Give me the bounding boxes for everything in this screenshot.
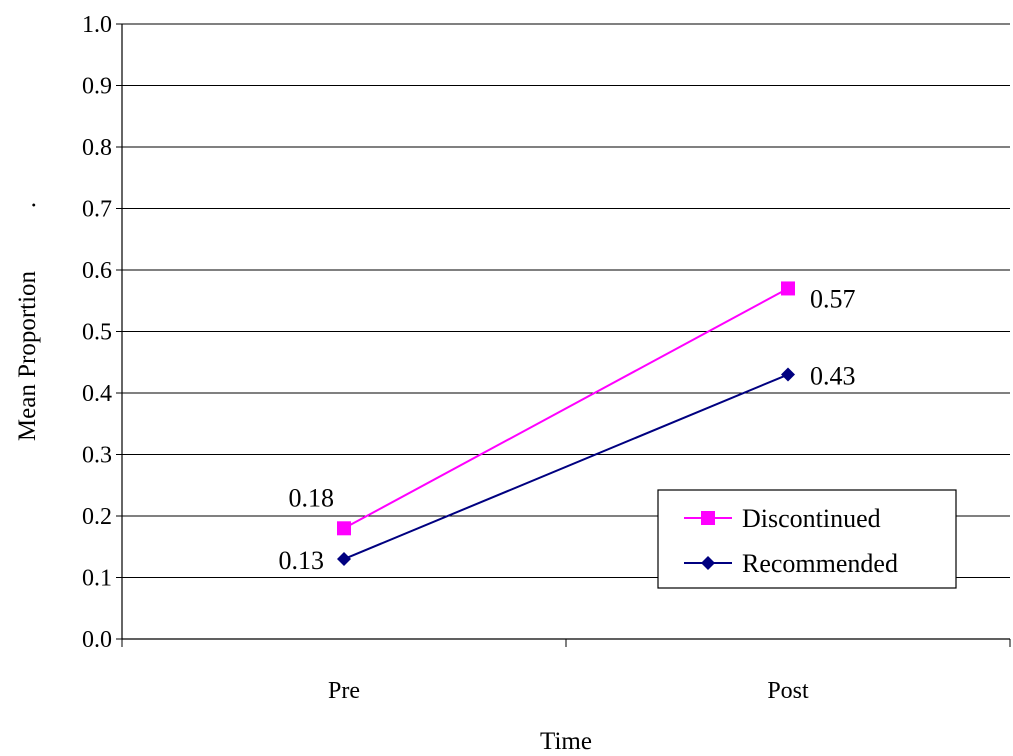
data-label: 0.43 (810, 362, 856, 391)
data-label: 0.18 (289, 483, 335, 512)
y-tick-label: 0.3 (82, 443, 112, 469)
y-tick-label: 1.0 (82, 12, 112, 38)
series-line-recommended (343, 373, 789, 560)
y-tick-label: 0.5 (82, 320, 112, 346)
legend-marker-recommended (701, 556, 715, 570)
y-tick-label: 0.9 (82, 74, 112, 100)
legend-box (657, 489, 957, 589)
legend: Discontinued Recommended (657, 489, 957, 589)
y-tick-label: 0.2 (82, 504, 112, 530)
data-point-recommended (781, 367, 795, 382)
data-point-recommended (337, 552, 351, 567)
y-tick-label: 0.0 (82, 627, 112, 653)
y-axis-title: Mean Proportion (14, 270, 41, 441)
y-axis-ticks: 0.0 0.1 0.2 0.3 0.4 0.5 0.6 0.7 0.8 0.9 1.0 (82, 12, 122, 653)
y-tick-label: 0.4 (82, 381, 112, 407)
x-tick-label: Post (767, 678, 809, 704)
data-label: 0.57 (810, 284, 856, 313)
legend-marker-discontinued (701, 511, 715, 525)
y-tick-label: 0.6 (82, 258, 112, 284)
y-tick-label: 0.8 (82, 135, 112, 161)
data-point-discontinued (337, 521, 351, 536)
gridlines (122, 23, 1010, 578)
x-axis-ticks: Pre Post (121, 639, 1011, 704)
y-axis-title-suffix: . (14, 202, 41, 208)
y-tick-label: 0.1 (82, 566, 112, 592)
x-axis-title: Time (540, 728, 592, 755)
series-layer (337, 281, 795, 567)
legend-label: Discontinued (742, 504, 881, 533)
series-line-discontinued (343, 287, 789, 530)
x-tick-label: Pre (328, 678, 360, 704)
data-labels: 0.18 0.57 0.13 0.43 (279, 284, 856, 575)
data-label: 0.13 (279, 546, 325, 575)
legend-label: Recommended (742, 549, 898, 578)
data-point-discontinued (781, 281, 795, 296)
y-tick-label: 0.7 (82, 197, 112, 223)
